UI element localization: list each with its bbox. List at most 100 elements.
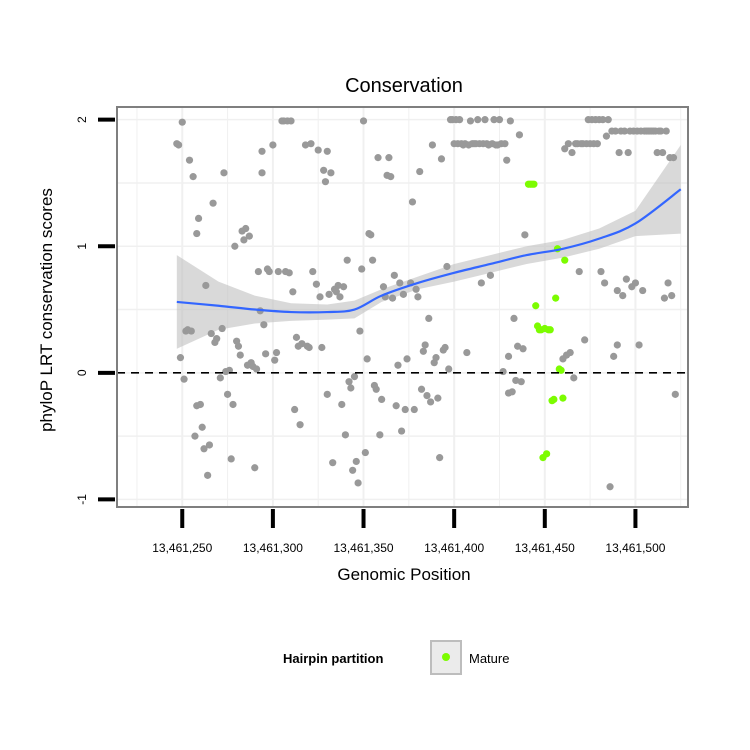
data-point	[668, 292, 676, 300]
data-point	[410, 405, 418, 414]
data-point	[624, 148, 632, 157]
y-tick-label: -1	[75, 494, 89, 505]
data-point	[213, 335, 221, 343]
data-point	[323, 390, 331, 398]
data-point	[220, 169, 228, 177]
data-point	[421, 341, 429, 349]
data-point	[347, 384, 355, 392]
data-point	[296, 421, 304, 429]
data-point	[191, 432, 199, 440]
data-point	[486, 271, 495, 279]
data-point	[349, 466, 357, 474]
data-point	[242, 224, 250, 233]
data-point	[602, 132, 611, 140]
data-point	[512, 376, 520, 385]
data-point	[445, 365, 453, 373]
data-point	[258, 169, 266, 177]
data-point	[287, 117, 295, 125]
data-point	[207, 329, 215, 338]
data-point	[387, 173, 395, 181]
data-point	[601, 279, 609, 287]
data-point	[495, 116, 504, 124]
data-point-mature	[543, 450, 551, 458]
data-point	[352, 457, 360, 466]
data-point	[570, 374, 578, 382]
data-point	[456, 116, 464, 124]
data-point	[316, 293, 324, 301]
data-point	[372, 385, 380, 393]
data-point	[251, 464, 259, 472]
x-axis-title: Genomic Position	[337, 565, 470, 584]
x-tick-label: 13,461,450	[515, 541, 575, 555]
data-point	[519, 345, 527, 353]
legend: Hairpin partition Mature	[283, 640, 509, 675]
data-point	[231, 242, 239, 250]
data-point	[272, 348, 281, 357]
data-point	[285, 269, 293, 277]
data-point	[416, 167, 424, 176]
y-tick-label: 0	[75, 369, 89, 376]
data-point-mature	[559, 394, 567, 402]
data-point	[218, 324, 226, 333]
data-point	[561, 145, 569, 153]
data-point	[252, 365, 261, 373]
data-point	[341, 431, 349, 439]
data-points	[173, 116, 679, 491]
data-point	[356, 327, 364, 335]
data-point	[265, 267, 273, 276]
data-point	[581, 336, 589, 344]
data-point	[187, 327, 195, 335]
data-point	[521, 231, 529, 239]
x-tick-label: 13,461,350	[333, 541, 393, 555]
data-point	[610, 352, 618, 360]
data-point	[423, 392, 431, 400]
x-tick-label: 13,461,500	[605, 541, 665, 555]
data-point	[271, 356, 279, 364]
data-point	[657, 127, 665, 135]
legend-marker-mature	[442, 653, 450, 661]
data-point	[622, 275, 630, 283]
y-axis-title: phyloP LRT conservation scores	[37, 188, 56, 432]
data-point	[599, 116, 607, 124]
data-point	[336, 293, 344, 301]
y-tick-label: 2	[75, 116, 89, 123]
legend-key-mature	[430, 640, 462, 675]
data-point	[338, 400, 346, 409]
data-point	[611, 127, 620, 135]
data-point	[428, 141, 437, 149]
data-point	[361, 448, 369, 457]
data-point	[223, 390, 232, 398]
data-point	[236, 351, 244, 359]
data-point	[441, 343, 449, 352]
data-point	[436, 454, 444, 462]
data-point	[463, 348, 471, 357]
data-point	[437, 155, 446, 163]
data-point	[258, 147, 266, 155]
data-point	[320, 166, 328, 174]
data-point	[432, 354, 440, 362]
data-point-mature	[550, 395, 558, 404]
data-point	[205, 441, 214, 449]
data-point	[508, 388, 516, 396]
data-point	[514, 342, 522, 350]
data-point	[274, 267, 282, 276]
data-point	[662, 127, 670, 135]
data-point	[568, 148, 576, 157]
data-point	[343, 256, 351, 264]
data-point	[419, 347, 427, 355]
data-point	[477, 279, 485, 287]
data-point	[189, 173, 197, 181]
data-point	[575, 267, 583, 276]
data-point	[289, 288, 297, 296]
data-point	[401, 405, 409, 414]
data-point	[426, 398, 435, 406]
data-point	[178, 118, 186, 126]
x-tick-label: 13,461,300	[243, 541, 303, 555]
data-point	[374, 154, 382, 162]
data-point	[503, 156, 511, 164]
data-point	[613, 341, 621, 349]
data-point	[635, 341, 643, 349]
data-point-mature	[552, 294, 560, 302]
y-tick-label: 1	[75, 243, 89, 250]
